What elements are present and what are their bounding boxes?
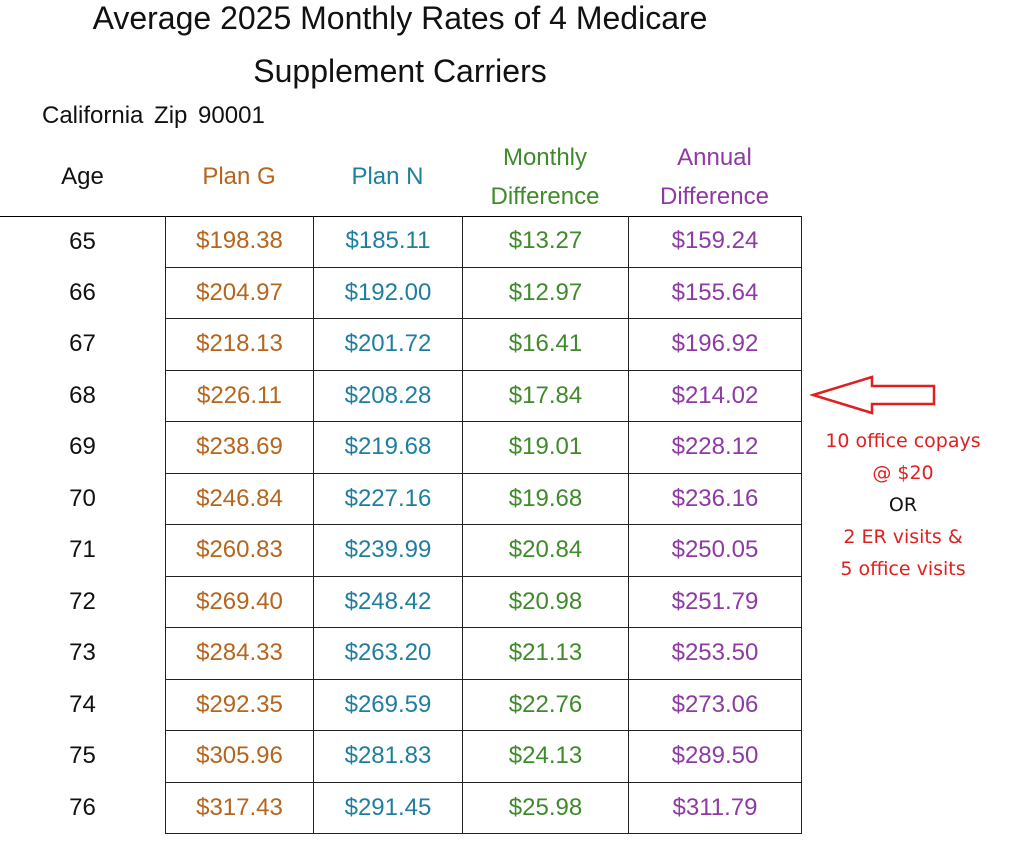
monthly-difference-cell: $17.84 (462, 369, 629, 422)
age-cell: 69 (69, 433, 96, 461)
header-monthly-difference: Monthly Difference (462, 138, 628, 216)
plan-n-cell: $208.28 (313, 369, 463, 422)
monthly-difference-cell: $16.41 (462, 318, 629, 371)
annual-difference-cell: $214.02 (628, 369, 802, 422)
table-row: 69 $238.69 $219.68 $19.01 $228.12 (0, 421, 802, 474)
annotation-line-5: 5 office visits (840, 558, 966, 580)
monthly-difference-cell: $21.13 (462, 627, 629, 680)
plan-g-cell: $260.83 (165, 524, 314, 577)
annual-difference-cell: $251.79 (628, 575, 802, 628)
age-cell: 68 (69, 381, 96, 409)
annual-difference-cell: $311.79 (628, 781, 802, 834)
annotation-line-4: 2 ER visits & (843, 526, 963, 548)
header-monthly-line-2: Difference (490, 183, 600, 210)
header-plan-n: Plan N (313, 157, 462, 196)
plan-n-cell: $248.42 (313, 575, 463, 628)
table-row: 71 $260.83 $239.99 $20.84 $250.05 (0, 524, 802, 577)
plan-g-cell: $292.35 (165, 678, 314, 731)
age-cell: 74 (69, 690, 96, 718)
header-age-label: Age (61, 163, 104, 190)
left-arrow-icon (810, 375, 936, 415)
header-annual-line-2: Difference (660, 183, 769, 210)
monthly-difference-cell: $22.76 (462, 678, 629, 731)
monthly-difference-cell: $19.68 (462, 472, 629, 525)
copay-annotation: 10 office copays @ $20 OR 2 ER visits & … (808, 425, 998, 585)
table-row: 72 $269.40 $248.42 $20.98 $251.79 (0, 575, 802, 628)
plan-g-cell: $198.38 (165, 216, 314, 268)
table-row: 66 $204.97 $192.00 $12.97 $155.64 (0, 266, 802, 319)
rates-table-body: 65 $198.38 $185.11 $13.27 $159.24 66 $204.97 $1… (0, 216, 802, 834)
annual-difference-cell: $273.06 (628, 678, 802, 731)
monthly-difference-cell: $24.13 (462, 730, 629, 783)
header-annual-difference: Annual Difference (628, 138, 801, 216)
header-annual-line-1: Annual (677, 144, 752, 171)
plan-n-cell: $192.00 (313, 266, 463, 319)
annual-difference-cell: $228.12 (628, 421, 802, 474)
plan-g-cell: $284.33 (165, 627, 314, 680)
age-cell: 75 (69, 742, 96, 770)
header-plan-g: Plan G (165, 157, 313, 196)
plan-g-cell: $317.43 (165, 781, 314, 834)
annual-difference-cell: $289.50 (628, 730, 802, 783)
plan-n-cell: $219.68 (313, 421, 463, 474)
table-row: 74 $292.35 $269.59 $22.76 $273.06 (0, 678, 802, 731)
annual-difference-cell: $159.24 (628, 216, 802, 268)
table-row: 76 $317.43 $291.45 $25.98 $311.79 (0, 781, 802, 834)
plan-g-cell: $305.96 (165, 730, 314, 783)
plan-n-cell: $227.16 (313, 472, 463, 525)
header-monthly-line-1: Monthly (502, 144, 588, 171)
plan-g-cell: $204.97 (165, 266, 314, 319)
header-age: Age (0, 157, 165, 196)
plan-g-cell: $238.69 (165, 421, 314, 474)
rates-table: 65 $198.38 $185.11 $13.27 $159.24 66 $204.97 $1… (0, 216, 802, 834)
table-row: 70 $246.84 $227.16 $19.68 $236.16 (0, 472, 802, 525)
monthly-difference-cell: $25.98 (462, 781, 629, 834)
plan-n-cell: $185.11 (313, 216, 463, 268)
annotation-line-1: 10 office copays (825, 430, 981, 452)
monthly-difference-cell: $20.98 (462, 575, 629, 628)
plan-n-cell: $269.59 (313, 678, 463, 731)
age-cell: 71 (69, 536, 96, 564)
annual-difference-cell: $236.16 (628, 472, 802, 525)
plan-n-cell: $263.20 (313, 627, 463, 680)
location-subtitle: California Zip 90001 (42, 102, 265, 129)
plan-n-cell: $239.99 (313, 524, 463, 577)
table-row: 73 $284.33 $263.20 $21.13 $253.50 (0, 627, 802, 680)
age-cell: 65 (69, 227, 96, 255)
header-plan-g-label: Plan G (202, 163, 276, 190)
monthly-difference-cell: $20.84 (462, 524, 629, 577)
monthly-difference-cell: $12.97 (462, 266, 629, 319)
age-cell: 73 (69, 639, 96, 667)
plan-n-cell: $281.83 (313, 730, 463, 783)
age-cell: 70 (69, 484, 96, 512)
plan-n-cell: $291.45 (313, 781, 463, 834)
chart-title-line-1: Average 2025 Monthly Rates of 4 Medicare (92, 0, 708, 36)
monthly-difference-cell: $13.27 (462, 216, 629, 268)
plan-g-cell: $246.84 (165, 472, 314, 525)
age-cell: 72 (69, 587, 96, 615)
plan-g-cell: $226.11 (165, 369, 314, 422)
annotation-line-2: @ $20 (872, 462, 934, 484)
annotation-line-3: OR (888, 494, 918, 516)
annual-difference-cell: $155.64 (628, 266, 802, 319)
table-row: 67 $218.13 $201.72 $16.41 $196.92 (0, 318, 802, 371)
plan-g-cell: $269.40 (165, 575, 314, 628)
annual-difference-cell: $253.50 (628, 627, 802, 680)
age-cell: 66 (69, 278, 96, 306)
age-cell: 67 (69, 330, 96, 358)
table-row: 75 $305.96 $281.83 $24.13 $289.50 (0, 730, 802, 783)
monthly-difference-cell: $19.01 (462, 421, 629, 474)
annual-difference-cell: $250.05 (628, 524, 802, 577)
plan-n-cell: $201.72 (313, 318, 463, 371)
plan-g-cell: $218.13 (165, 318, 314, 371)
chart-title-line-2: Supplement Carriers (253, 53, 547, 89)
age-cell: 76 (69, 793, 96, 821)
annual-difference-cell: $196.92 (628, 318, 802, 371)
table-row: 65 $198.38 $185.11 $13.27 $159.24 (0, 216, 802, 268)
table-row: 68 $226.11 $208.28 $17.84 $214.02 (0, 369, 802, 422)
header-plan-n-label: Plan N (351, 163, 424, 190)
